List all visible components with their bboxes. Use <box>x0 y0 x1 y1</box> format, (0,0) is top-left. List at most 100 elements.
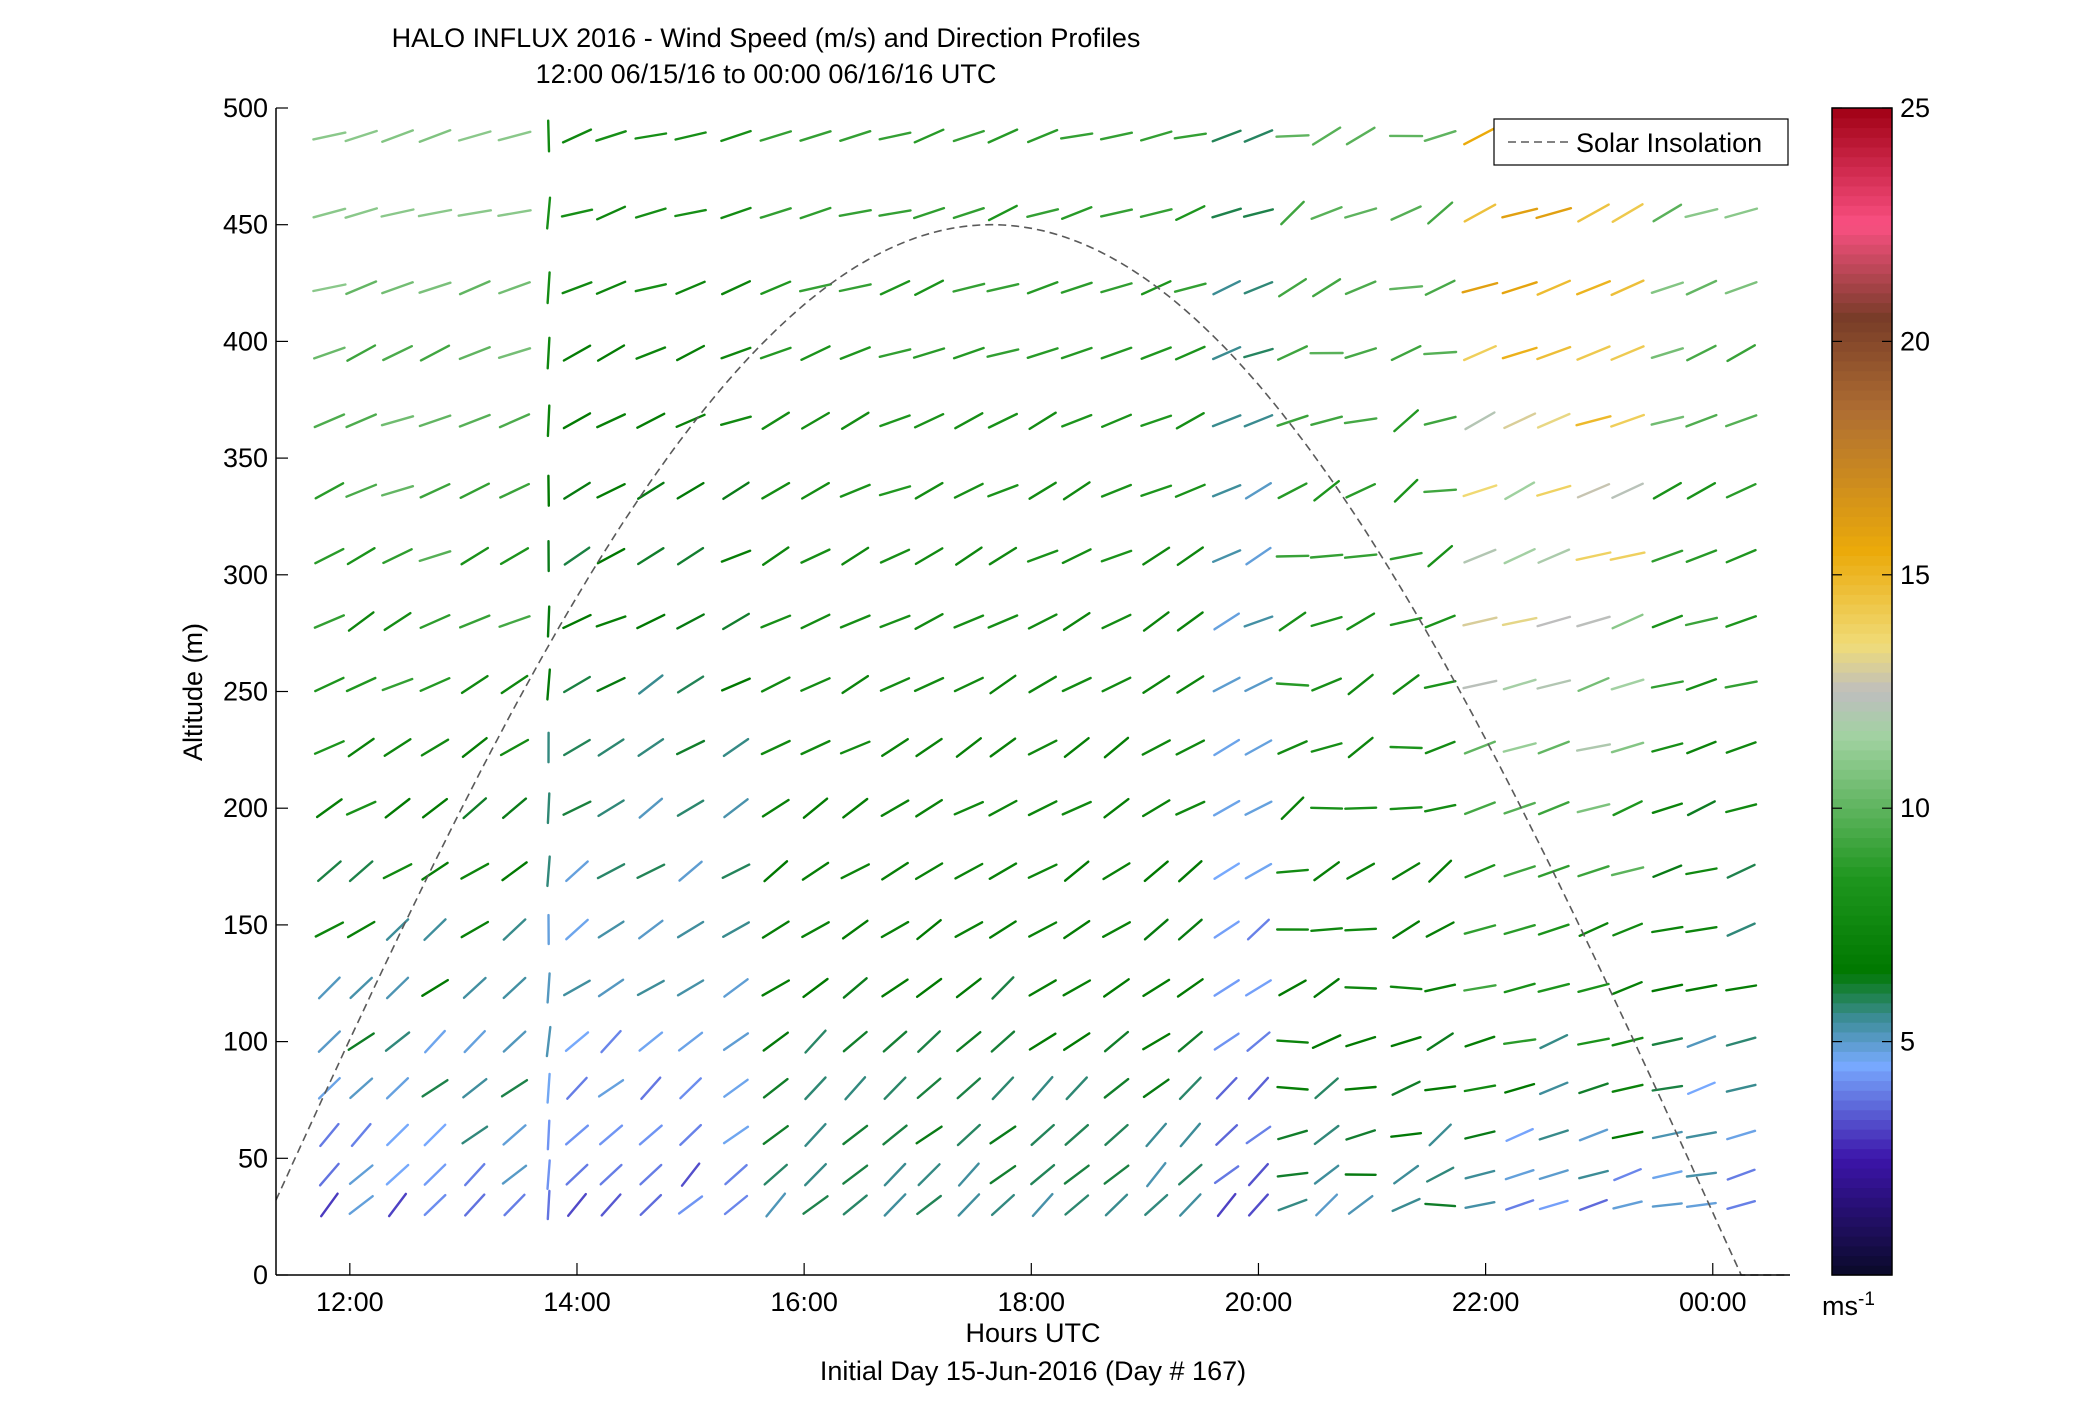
wind-barb <box>418 128 452 144</box>
wind-barb <box>723 1194 749 1216</box>
wind-barb <box>1145 1161 1167 1188</box>
x-axis-label: Hours UTC <box>965 1318 1100 1348</box>
wind-barb <box>545 1025 552 1058</box>
wind-barb <box>1576 803 1611 814</box>
wind-barb <box>345 280 378 296</box>
y-tick-label: 500 <box>223 93 268 123</box>
wind-barb <box>639 1163 663 1186</box>
wind-barb <box>566 1076 588 1100</box>
wind-barb <box>1428 859 1453 883</box>
wind-barb <box>1275 682 1310 687</box>
wind-barb <box>1462 616 1498 627</box>
wind-barb <box>313 740 345 755</box>
wind-barb <box>839 346 871 360</box>
colorbar-segment <box>1832 1080 1892 1091</box>
wind-barb <box>840 863 870 880</box>
wind-barb <box>1686 800 1716 817</box>
wind-barb <box>1578 922 1609 937</box>
colorbar <box>1832 108 1892 1276</box>
wind-barb <box>1060 346 1093 360</box>
wind-barb <box>674 131 707 141</box>
wind-barb <box>1344 1085 1377 1091</box>
wind-barb <box>1212 676 1241 693</box>
wind-barb <box>499 547 530 566</box>
wind-barb <box>457 130 492 142</box>
colorbar-segment <box>1832 769 1892 780</box>
wind-barb <box>1577 677 1610 692</box>
wind-barb <box>421 797 449 819</box>
wind-barb <box>844 1076 867 1101</box>
colorbar-segment <box>1832 497 1892 508</box>
wind-barb <box>420 738 450 757</box>
wind-barb <box>762 1031 789 1052</box>
wind-barb <box>1143 918 1169 941</box>
colorbar-segment <box>1832 399 1892 411</box>
wind-barb <box>1278 611 1307 632</box>
wind-barb <box>721 677 751 692</box>
wind-barb <box>1724 680 1758 689</box>
colorbar-segment <box>1832 1099 1892 1111</box>
wind-barb <box>421 978 449 997</box>
wind-barb <box>1502 1038 1537 1046</box>
wind-barb <box>954 412 984 430</box>
wind-barb <box>1612 922 1644 937</box>
wind-barb <box>1026 208 1060 219</box>
wind-barb <box>720 206 752 220</box>
wind-barb <box>1064 1194 1090 1216</box>
colorbar-segment <box>1832 176 1892 187</box>
wind-barb <box>1063 737 1090 758</box>
wind-barb <box>1575 415 1612 427</box>
wind-barb <box>1503 548 1536 565</box>
wind-barb <box>914 862 944 881</box>
wind-barb <box>956 1077 982 1100</box>
colorbar-segment <box>1832 574 1892 586</box>
wind-barb <box>987 128 1019 144</box>
colorbar-segment <box>1832 545 1892 556</box>
wind-barb <box>1315 1193 1339 1217</box>
wind-barb <box>1142 546 1171 566</box>
wind-barb <box>1211 346 1242 361</box>
wind-barb <box>1685 549 1718 563</box>
wind-barb <box>676 799 705 817</box>
wind-barb <box>636 863 666 879</box>
y-tick-label: 0 <box>253 1260 268 1290</box>
wind-barb <box>882 1030 908 1053</box>
colorbar-segment <box>1832 973 1892 984</box>
wind-barb <box>1247 1193 1270 1217</box>
wind-barb <box>596 547 626 565</box>
wind-barb <box>1213 612 1241 631</box>
wind-barb <box>1100 413 1133 428</box>
wind-barb <box>1061 413 1093 428</box>
wind-barb <box>1313 1124 1340 1146</box>
wind-barb <box>314 482 345 500</box>
wind-barb <box>458 280 491 296</box>
wind-barb <box>345 413 377 429</box>
wind-barb <box>880 799 910 817</box>
wind-barb <box>1142 978 1171 998</box>
wind-barb <box>1726 1168 1756 1181</box>
wind-barb <box>1277 1198 1308 1212</box>
wind-barb <box>1101 613 1132 630</box>
wind-barb <box>1212 799 1241 817</box>
wind-barb <box>1278 979 1307 997</box>
wind-barb <box>988 862 1018 880</box>
wind-barb <box>1501 281 1538 295</box>
wind-barb <box>1685 926 1718 934</box>
wind-barb <box>1423 350 1458 356</box>
wind-barb <box>1213 920 1240 939</box>
wind-barb <box>1177 1163 1203 1186</box>
wind-barb <box>1103 1077 1130 1099</box>
wind-barb <box>1393 478 1419 503</box>
wind-barb <box>1027 613 1058 630</box>
wind-barb <box>1176 978 1204 998</box>
wind-barb <box>912 347 946 359</box>
wind-barb <box>421 1078 449 1098</box>
colorbar-segment <box>1832 963 1892 975</box>
colorbar-tick-label: 5 <box>1900 1027 1915 1057</box>
wind-barb <box>1536 412 1571 429</box>
wind-barb <box>1310 415 1344 426</box>
wind-barb <box>987 412 1018 429</box>
wind-barb <box>1575 743 1612 752</box>
wind-barb <box>1143 860 1169 883</box>
wind-barb <box>546 855 551 888</box>
